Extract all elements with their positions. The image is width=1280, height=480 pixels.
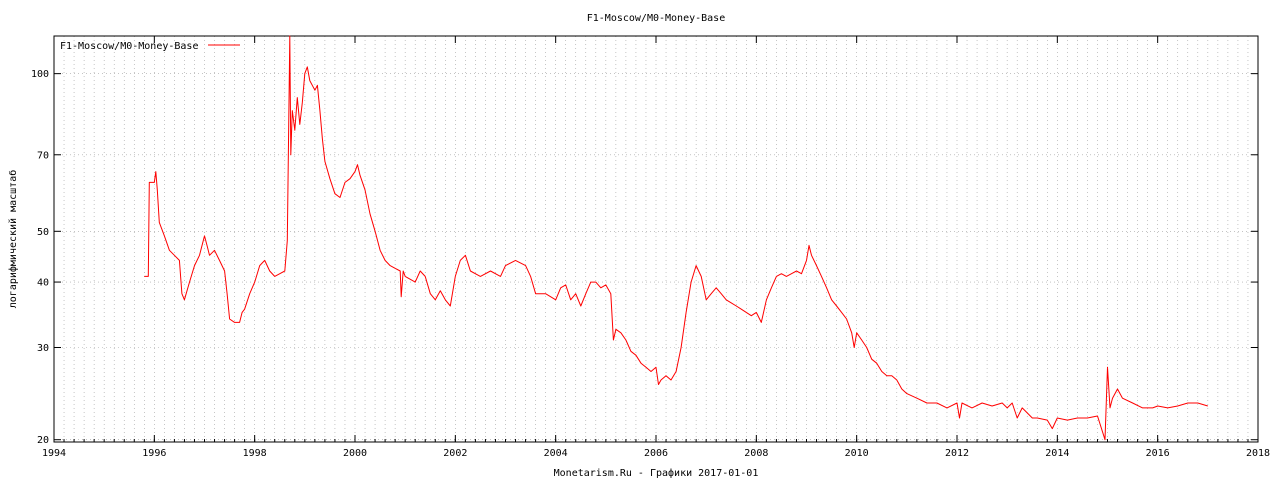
legend-label: F1-Moscow/M0-Money-Base [60,41,198,52]
x-tick-label: 2012 [945,448,969,459]
x-tick-label: 2008 [744,448,768,459]
x-tick-label: 1994 [42,448,66,459]
y-axis-label: логарифмический масштаб [7,170,19,308]
x-tick-label: 2018 [1246,448,1270,459]
series-layer [144,35,1208,441]
x-tick-label: 2016 [1146,448,1170,459]
legend: F1-Moscow/M0-Money-Base [60,41,240,52]
x-axis-label: Monetarism.Ru - Графики 2017-01-01 [554,467,759,479]
tick-labels: 1994 1996 1998 2000 2002 2004 2006 2008 2010 2012… [31,69,1270,459]
y-tick-label: 50 [37,227,49,238]
x-tick-label: 1998 [243,448,267,459]
x-tick-label: 2014 [1045,448,1069,459]
chart-title: F1-Moscow/M0-Money-Base [587,13,725,24]
x-tick-label: 2002 [443,448,467,459]
x-tick-label: 2006 [644,448,668,459]
y-tick-label: 20 [37,435,49,446]
y-tick-label: 70 [37,150,49,161]
x-tick-label: 2010 [845,448,869,459]
x-tick-label: 1996 [142,448,166,459]
x-tick-label: 2000 [343,448,367,459]
y-tick-label: 100 [31,69,49,80]
grid [53,36,1259,442]
x-tick-label: 2004 [544,448,568,459]
y-tick-label: 40 [37,278,49,289]
series-line [144,35,1208,441]
axis-ticks [53,36,1259,442]
y-tick-label: 30 [37,343,49,354]
